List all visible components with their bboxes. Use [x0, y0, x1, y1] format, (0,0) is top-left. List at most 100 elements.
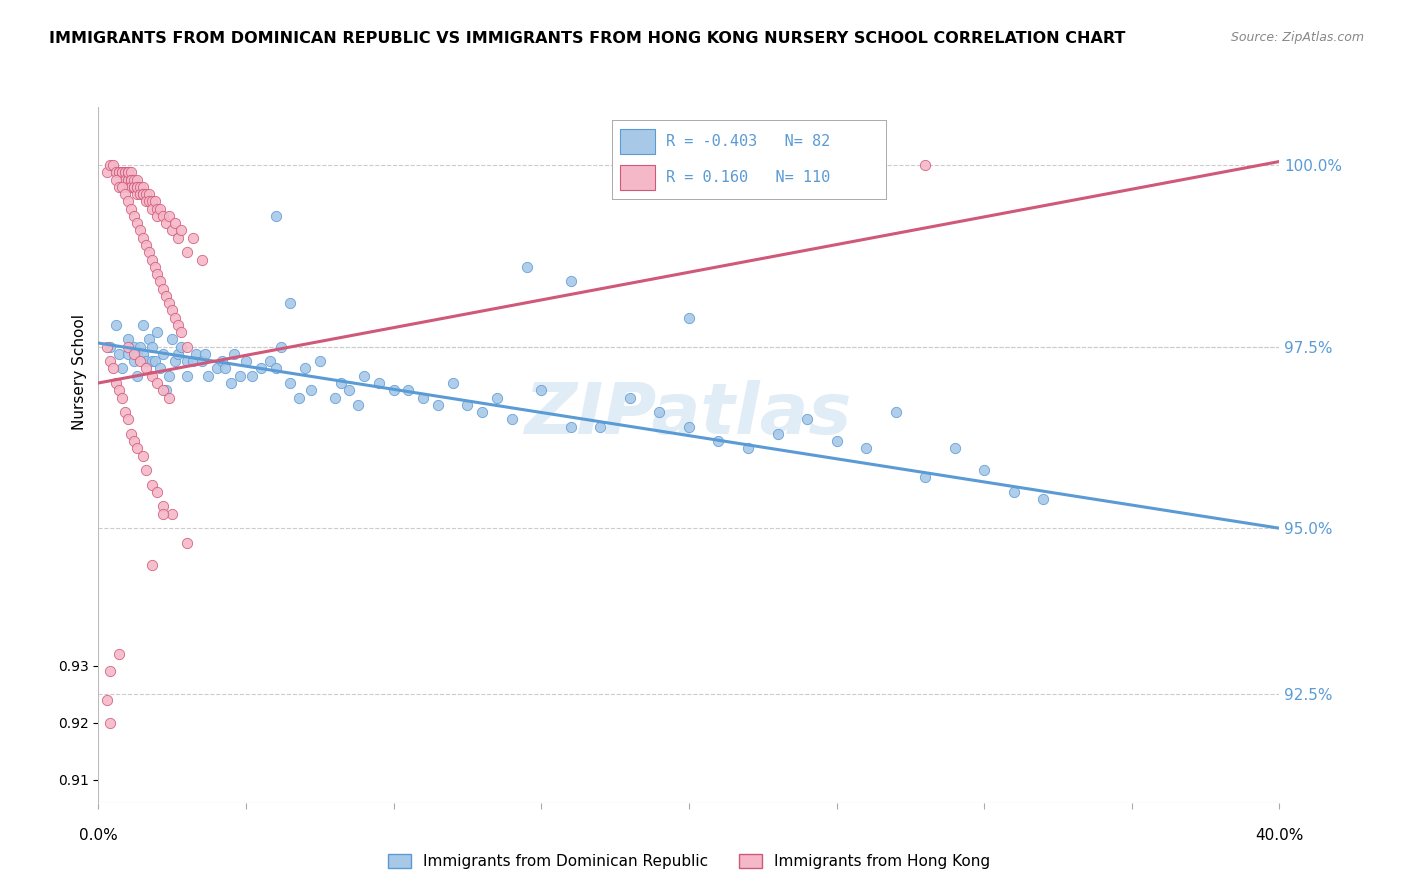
- Point: [105, 384, 128, 399]
- Point: [619, 391, 641, 405]
- Point: [221, 430, 243, 444]
- Point: [125, 172, 148, 186]
- Point: [167, 347, 190, 361]
- Point: [117, 194, 139, 209]
- Point: [114, 187, 136, 202]
- Point: [560, 350, 582, 364]
- Point: [125, 442, 148, 456]
- Point: [294, 418, 316, 433]
- Point: [796, 458, 818, 473]
- Point: [191, 413, 214, 427]
- Point: [117, 165, 139, 179]
- Point: [141, 287, 163, 301]
- Point: [108, 264, 131, 278]
- Point: [309, 413, 332, 427]
- Point: [105, 318, 128, 332]
- Point: [120, 470, 142, 484]
- Point: [111, 180, 134, 194]
- Point: [125, 276, 148, 290]
- Point: [176, 535, 198, 549]
- Point: [516, 260, 538, 274]
- Point: [117, 333, 139, 347]
- Point: [146, 293, 169, 307]
- Point: [132, 408, 155, 422]
- Point: [128, 187, 150, 202]
- Point: [152, 527, 174, 541]
- Point: [128, 223, 150, 237]
- Point: [114, 270, 136, 285]
- Point: [143, 339, 166, 353]
- Point: [122, 270, 145, 285]
- Point: [146, 325, 169, 339]
- Point: [138, 287, 160, 301]
- Point: [141, 425, 163, 439]
- Point: [347, 398, 370, 412]
- Point: [155, 361, 177, 376]
- Point: [299, 383, 322, 397]
- Point: [398, 383, 420, 397]
- Point: [111, 264, 134, 278]
- Point: [353, 368, 375, 383]
- Point: [111, 276, 134, 290]
- Point: [132, 187, 155, 202]
- Point: [825, 434, 848, 448]
- Point: [221, 376, 243, 390]
- Point: [382, 383, 405, 397]
- Point: [103, 418, 125, 433]
- Point: [132, 276, 155, 290]
- Point: [146, 202, 169, 216]
- Point: [167, 316, 190, 330]
- Point: [678, 465, 700, 479]
- Point: [108, 276, 131, 290]
- Point: [98, 413, 121, 427]
- Point: [111, 361, 134, 376]
- Point: [120, 202, 142, 216]
- Point: [229, 368, 252, 383]
- Point: [855, 482, 877, 496]
- Text: 40.0%: 40.0%: [1256, 828, 1303, 843]
- Point: [1002, 516, 1025, 530]
- Point: [132, 187, 155, 202]
- Point: [114, 282, 136, 296]
- Point: [132, 180, 155, 194]
- Point: [117, 264, 139, 278]
- Point: [382, 436, 405, 450]
- Point: [270, 340, 292, 354]
- Point: [152, 507, 174, 521]
- Point: [141, 401, 163, 416]
- Point: [280, 376, 302, 390]
- Point: [339, 436, 361, 450]
- Point: [98, 259, 121, 273]
- Point: [117, 287, 139, 301]
- Point: [165, 413, 187, 427]
- Point: [229, 425, 252, 439]
- Point: [105, 172, 128, 186]
- Point: [135, 194, 157, 209]
- Point: [120, 165, 142, 179]
- Point: [111, 165, 134, 179]
- Point: [98, 158, 121, 172]
- Point: [105, 270, 128, 285]
- Point: [152, 436, 174, 450]
- Point: [120, 270, 142, 285]
- Point: [122, 276, 145, 290]
- Text: Source: ZipAtlas.com: Source: ZipAtlas.com: [1230, 31, 1364, 45]
- Point: [143, 287, 166, 301]
- Point: [176, 340, 198, 354]
- Point: [132, 318, 155, 332]
- Point: [141, 510, 163, 524]
- Point: [143, 194, 166, 209]
- Point: [441, 376, 464, 390]
- Point: [162, 223, 183, 237]
- Point: [122, 408, 145, 422]
- Point: [122, 180, 145, 194]
- Point: [135, 413, 157, 427]
- Point: [152, 209, 174, 223]
- Point: [737, 442, 759, 456]
- Point: [211, 354, 233, 368]
- Point: [323, 442, 346, 456]
- Point: [250, 418, 273, 433]
- Point: [117, 172, 139, 186]
- Point: [125, 270, 148, 285]
- Point: [135, 361, 157, 376]
